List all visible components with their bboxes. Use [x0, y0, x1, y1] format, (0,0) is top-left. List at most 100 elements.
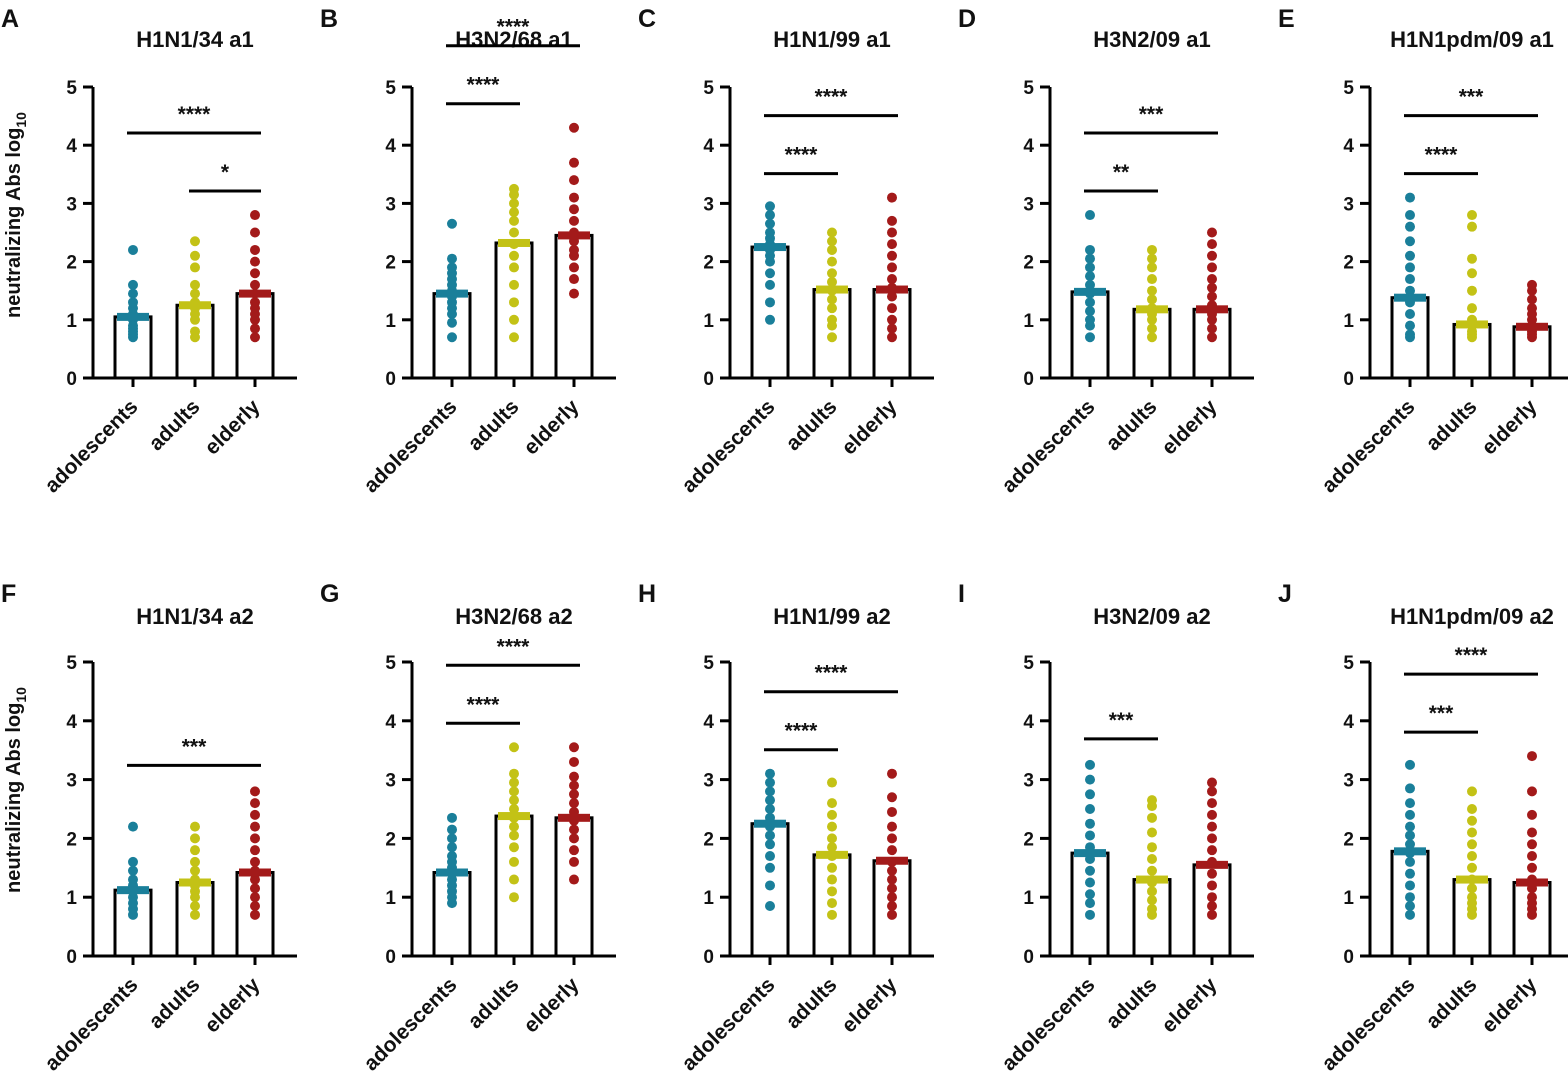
panel-letter: F — [1, 580, 16, 608]
data-point-adults — [1147, 795, 1157, 806]
data-point-adolescents — [765, 227, 775, 238]
data-point-elderly — [887, 323, 897, 334]
data-point-adolescents — [1085, 909, 1095, 920]
y-tick-label: 1 — [385, 311, 396, 332]
data-point-elderly — [887, 845, 897, 856]
mean-band-elderly — [876, 856, 908, 865]
y-tick-label: 0 — [1023, 947, 1034, 968]
data-point-adolescents — [1085, 332, 1095, 343]
data-point-elderly — [1207, 777, 1217, 788]
data-point-elderly — [1527, 892, 1537, 903]
mean-band-elderly — [876, 285, 908, 294]
data-point-elderly — [250, 856, 260, 867]
mean-band-adolescents — [1394, 293, 1426, 302]
data-point-elderly — [1207, 291, 1217, 302]
x-category-label: adults — [464, 395, 524, 455]
data-point-adults — [827, 294, 837, 305]
data-point-adults — [1147, 827, 1157, 838]
significance-label: *** — [1459, 86, 1484, 109]
data-point-adolescents — [765, 768, 775, 779]
y-tick-label: 4 — [385, 712, 396, 733]
mean-band-adults — [1136, 305, 1168, 314]
panel-letter: G — [320, 580, 339, 608]
data-point-elderly — [887, 314, 897, 325]
data-point-elderly — [569, 274, 579, 285]
data-point-adolescents — [765, 314, 775, 325]
data-point-adolescents — [447, 851, 457, 862]
data-point-adolescents — [1405, 830, 1415, 841]
y-tick-label: 1 — [703, 311, 714, 332]
data-point-elderly — [250, 268, 260, 279]
data-point-adolescents — [765, 851, 775, 862]
data-point-elderly — [1527, 851, 1537, 862]
data-point-adults — [190, 250, 200, 261]
data-point-elderly — [569, 771, 579, 782]
data-point-elderly — [569, 157, 579, 168]
y-tick-label: 5 — [1023, 653, 1034, 674]
panel-letter: C — [638, 5, 656, 33]
data-point-adults — [827, 842, 837, 853]
x-category-label: adolescents — [997, 973, 1099, 1075]
panel-d: D H3N2/09 a1 0 1 2 3 4 5 adolescents adultselderl… — [958, 5, 1254, 497]
data-point-elderly — [887, 303, 897, 314]
data-point-adolescents — [765, 297, 775, 308]
data-point-adolescents — [1405, 839, 1415, 850]
data-point-adults — [1147, 853, 1157, 864]
data-point-elderly — [1207, 845, 1217, 856]
data-point-elderly — [887, 274, 897, 285]
x-category-label: elderly — [200, 395, 264, 459]
data-point-adolescents — [1405, 880, 1415, 891]
y-tick-label: 0 — [1343, 947, 1354, 968]
data-point-elderly — [1207, 282, 1217, 293]
data-point-adults — [509, 183, 519, 194]
data-point-elderly — [1207, 798, 1217, 809]
significance-label: ** — [1113, 161, 1130, 184]
significance-label: **** — [1455, 644, 1489, 667]
y-axis-label-row-2: neutralizing Abs log10 — [3, 687, 29, 893]
data-point-elderly — [1527, 751, 1537, 762]
mean-band-elderly — [558, 813, 590, 822]
data-point-adolescents — [447, 262, 457, 273]
data-point-adolescents — [765, 201, 775, 212]
data-point-elderly — [250, 798, 260, 809]
data-point-adolescents — [1085, 898, 1095, 909]
x-category-label: adults — [145, 973, 205, 1033]
data-point-adults — [190, 262, 200, 273]
significance-label: *** — [182, 735, 207, 758]
panel-letter: J — [1278, 580, 1292, 608]
data-point-elderly — [887, 262, 897, 273]
data-point-adults — [509, 742, 519, 753]
data-point-adolescents — [1085, 877, 1095, 888]
data-point-elderly — [250, 883, 260, 894]
data-point-adults — [190, 901, 200, 912]
data-point-elderly — [250, 256, 260, 267]
y-tick-label: 1 — [1023, 888, 1034, 909]
data-point-adolescents — [765, 830, 775, 841]
chart-title: H1N1/34 a2 — [136, 604, 253, 629]
significance-label: **** — [785, 720, 819, 743]
data-point-adults — [827, 833, 837, 844]
data-point-elderly — [1207, 274, 1217, 285]
chart-title: H1N1/99 a2 — [773, 604, 890, 629]
data-point-adolescents — [765, 804, 775, 814]
x-category-label: elderly — [519, 395, 583, 459]
bar-adolescents — [750, 245, 790, 380]
data-point-adults — [190, 236, 200, 247]
data-point-adolescents — [1405, 250, 1415, 261]
data-point-elderly — [1207, 909, 1217, 920]
x-category-label: adults — [782, 973, 842, 1033]
x-category-label: adults — [1422, 395, 1482, 455]
data-point-elderly — [1527, 839, 1537, 850]
data-point-elderly — [250, 909, 260, 920]
data-point-adults — [1147, 842, 1157, 853]
y-axis-label-row-1: neutralizing Abs log10 — [3, 112, 29, 318]
panel-letter: B — [320, 5, 338, 33]
y-tick-label: 5 — [66, 653, 77, 674]
data-point-adolescents — [447, 253, 457, 264]
data-point-adolescents — [1085, 759, 1095, 770]
data-point-adults — [827, 874, 837, 885]
y-tick-label: 3 — [66, 194, 77, 215]
data-point-adolescents — [1085, 279, 1095, 290]
data-point-elderly — [887, 215, 897, 226]
